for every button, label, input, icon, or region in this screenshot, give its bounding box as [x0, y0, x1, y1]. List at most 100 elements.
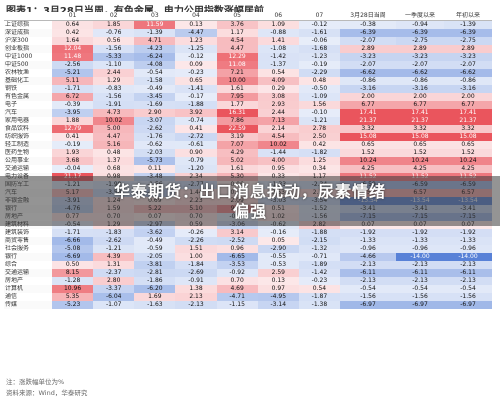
return-cell: 4.39: [93, 253, 135, 261]
return-cell: 4.25: [340, 165, 396, 173]
return-cell: 0.13: [175, 20, 217, 29]
return-cell: 4.47: [216, 45, 258, 53]
return-cell: -6.11: [340, 269, 396, 277]
return-cell: 6.72: [52, 93, 94, 101]
return-cell: 10.24: [444, 157, 492, 165]
sector-label: 商贸零售: [4, 237, 52, 245]
return-cell: -3.95: [52, 109, 94, 117]
return-cell: -2.56: [52, 61, 94, 69]
return-cell: -1.32: [298, 245, 340, 253]
sector-label: 轻工制造: [4, 141, 52, 149]
table-row: 商贸零售 -6.66 -2.62 -0.49 -2.26 -2.52 0.05 -2.15 -1…: [4, 237, 492, 245]
return-cell: -6.39: [340, 29, 396, 37]
sector-label: 交通运输: [5, 165, 30, 172]
return-cell: -0.53: [257, 261, 299, 269]
return-cell: -6.97: [444, 301, 492, 309]
return-cell: -0.83: [93, 85, 135, 93]
sector-label: 社会服务: [5, 245, 30, 252]
return-cell: 1.69: [134, 293, 176, 301]
return-cell: -3.07: [134, 117, 176, 125]
return-cell: -1.44: [257, 149, 299, 157]
return-cell: -1.83: [93, 229, 135, 237]
return-cell: -1.88: [175, 101, 217, 109]
column-header: 05: [216, 12, 258, 21]
return-cell: -6.62: [396, 69, 444, 77]
return-cell: -4.08: [134, 61, 176, 69]
return-cell: -5.23: [52, 301, 94, 309]
sector-label: 综合: [5, 261, 18, 268]
return-cell: 1.25: [298, 157, 340, 165]
table-row: 农林牧渔 -5.21 2.44 -0.54 -0.23 7.21 0.54 -2.29 -6.6…: [4, 69, 492, 77]
return-cell: -0.17: [175, 93, 217, 101]
sector-label: 医药生物: [5, 149, 30, 156]
return-cell: -0.96: [444, 245, 492, 253]
return-cell: 2.93: [257, 101, 299, 109]
return-cell: -0.79: [175, 157, 217, 165]
return-cell: -0.55: [257, 253, 299, 261]
return-cell: 0.05: [257, 237, 299, 245]
return-cell: -0.04: [52, 165, 94, 173]
return-cell: 3.76: [216, 20, 258, 29]
return-cell: -0.23: [298, 277, 340, 285]
return-cell: -1.92: [444, 229, 492, 237]
return-cell: -1.71: [52, 85, 94, 93]
return-cell: 16.31: [216, 109, 258, 117]
return-cell: -1.71: [52, 229, 94, 237]
return-cell: -0.71: [298, 253, 340, 261]
return-cell: -0.10: [298, 109, 340, 117]
return-cell: 10.00: [216, 77, 258, 85]
return-cell: 4.29: [216, 149, 258, 157]
return-cell: 1.61: [216, 165, 258, 173]
return-cell: -0.76: [93, 29, 135, 37]
return-cell: -2.13: [340, 277, 396, 285]
return-cell: -2.07: [340, 37, 396, 45]
return-cell: -0.86: [396, 77, 444, 85]
return-cell: -0.23: [175, 69, 217, 77]
return-cell: -3.16: [444, 85, 492, 93]
return-cell: -1.58: [134, 77, 176, 85]
return-cell: 1.17: [216, 29, 258, 37]
return-cell: -6.66: [52, 237, 94, 245]
return-cell: 11.59: [134, 20, 176, 29]
table-row: 计算机 10.96 -3.37 -6.20 1.38 4.69 0.97 0.54 -0.54-…: [4, 285, 492, 293]
return-cell: -0.54: [444, 285, 492, 293]
return-cell: -3.16: [396, 85, 444, 93]
return-cell: -1.15: [216, 301, 258, 309]
return-cell: 1.29: [93, 77, 135, 85]
return-cell: -1.20: [175, 165, 217, 173]
return-cell: -1.76: [134, 133, 176, 141]
return-cell: 0.95: [257, 165, 299, 173]
return-cell: 2.78: [298, 125, 340, 133]
return-cell: -0.88: [257, 29, 299, 37]
return-cell: 2.89: [396, 45, 444, 53]
return-cell: -0.91: [175, 277, 217, 285]
sector-label: 电子: [5, 101, 18, 108]
return-cell: -1.91: [93, 101, 135, 109]
return-cell: -0.54: [340, 285, 396, 293]
return-cell: 1.51: [175, 245, 217, 253]
return-cell: 15.08: [340, 133, 396, 141]
return-cell: 2.50: [298, 133, 340, 141]
return-cell: -1.61: [298, 29, 340, 37]
return-cell: 17.41: [444, 109, 492, 117]
return-cell: 1.52: [340, 149, 396, 157]
return-cell: 1.77: [216, 101, 258, 109]
table-row: 食品饮料 12.79 5.00 -2.62 0.41 22.59 2.14 2.78 3.32 3…: [4, 125, 492, 133]
table-row: 交通运输 8.15 -2.37 -2.81 -2.69 -0.92 2.59 -1.42 -6.…: [4, 269, 492, 277]
return-cell: -6.39: [396, 29, 444, 37]
return-cell: -0.62: [134, 141, 176, 149]
return-cell: -1.87: [298, 293, 340, 301]
sector-label: 中证500: [4, 61, 52, 69]
return-cell: -1.42: [257, 53, 299, 61]
return-cell: -3.62: [134, 229, 176, 237]
column-header: 04: [175, 12, 217, 21]
figure-title: 图表1：3月28日当周，有色金属、电力公用指数涨幅居前: [6, 2, 264, 17]
return-cell: -2.26: [175, 237, 217, 245]
table-row: 中证500 -2.56 -1.10 -4.08 0.09 11.08 -1.37 -0.19-…: [4, 61, 492, 69]
return-cell: 10.24: [396, 157, 444, 165]
return-cell: 11.48: [52, 53, 94, 61]
return-cell: 3.32: [340, 125, 396, 133]
return-cell: 1.88: [52, 117, 94, 125]
return-cell: -0.19: [298, 61, 340, 69]
return-cell: 4.54: [216, 37, 258, 45]
